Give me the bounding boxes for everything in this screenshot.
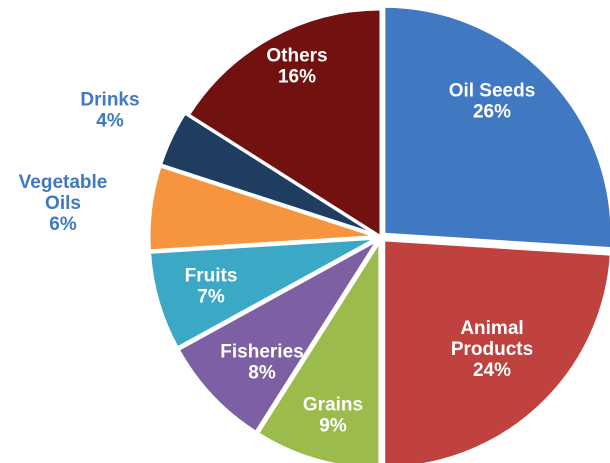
pie-label-drinks: Drinks 4% (80, 90, 139, 132)
pie-slice-grains (256, 239, 382, 463)
pie-label-vegetable-oils: Vegetable Oils 6% (19, 172, 108, 235)
pie-category-label: Others (266, 46, 327, 67)
pie-label-oil-seeds: Oil Seeds 26% (449, 81, 536, 123)
pie-slice-others (186, 7, 383, 239)
pie-category-label: Oils (45, 193, 81, 214)
pie-category-label: Grains (303, 395, 363, 416)
pie-value-label: 9% (319, 416, 347, 437)
pie-slice-oil-seeds (382, 4, 610, 250)
pie-category-label: Drinks (80, 90, 139, 111)
pie-label-grains: Grains 9% (303, 395, 363, 437)
pie-slice-fisheries (176, 238, 380, 434)
pie-label-animal-products: Animal Products 24% (451, 318, 533, 381)
pie-category-label: Animal (460, 318, 523, 339)
pie-value-label: 16% (278, 67, 316, 88)
pie-value-label: 8% (248, 363, 276, 384)
pie-slices (147, 4, 610, 463)
pie-category-label: Fruits (185, 266, 238, 287)
pie-value-label: 6% (49, 214, 77, 235)
pie-slice-fruits (148, 236, 379, 350)
pie-value-label: 24% (473, 360, 511, 381)
pie-label-fisheries: Fisheries 8% (220, 342, 303, 384)
pie-slice-drinks (159, 111, 379, 237)
pie-value-label: 4% (96, 111, 124, 132)
pie-label-others: Others 16% (266, 46, 327, 88)
pie-category-label: Oil Seeds (449, 81, 536, 102)
pie-value-label: 7% (197, 287, 225, 308)
pie-category-label: Vegetable (19, 172, 108, 193)
pie-category-label: Fisheries (220, 342, 303, 363)
pie-value-label: 26% (473, 102, 511, 123)
pie-category-label: Products (451, 339, 533, 360)
pie-labels: Oil Seeds 26%Animal Products 24%Grains 9%Fis… (19, 46, 536, 437)
pie-slice-animal-products (382, 238, 610, 463)
pie-label-fruits: Fruits 7% (185, 266, 238, 308)
